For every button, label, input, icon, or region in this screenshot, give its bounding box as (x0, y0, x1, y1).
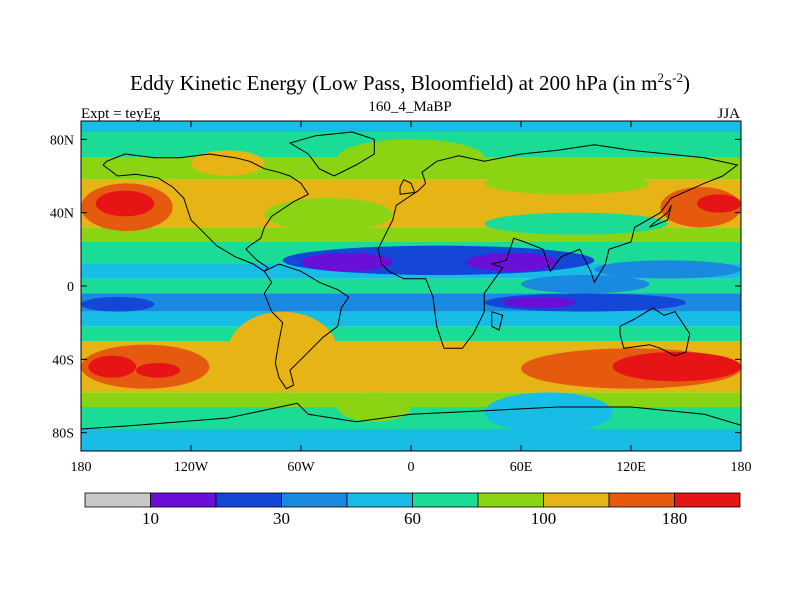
colorbar-label: 100 (531, 509, 557, 528)
japan-coast (648, 205, 672, 228)
contour-blob-22 (136, 363, 180, 378)
colorbar-swatch-1 (150, 492, 217, 508)
contour-band-10 (81, 326, 741, 341)
colorbar-swatch-3 (281, 492, 348, 508)
colorbar-label: 60 (404, 509, 421, 528)
x-tick-label: 180 (731, 460, 752, 475)
contour-blob-11 (466, 252, 558, 272)
contour-blob-1 (95, 190, 155, 217)
colorbar-label: 180 (662, 509, 688, 528)
x-tick-label: 60W (287, 460, 315, 475)
contour-band-12 (81, 392, 741, 407)
colorbar-swatch-6 (477, 492, 544, 508)
contour-band-13 (81, 407, 741, 429)
colorbar-swatch-7 (543, 492, 610, 508)
x-tick-label: 180 (71, 460, 92, 475)
left-string-label: Expt = teyEg (81, 106, 161, 122)
contour-blob-18 (337, 392, 412, 422)
x-tick-label: 120W (174, 460, 209, 475)
x-tick-label: 60E (510, 460, 533, 475)
colorbar-swatch-5 (412, 492, 479, 508)
plot-area (81, 121, 741, 451)
y-tick-label: 40N (50, 207, 74, 222)
contour-blob-17 (227, 311, 338, 393)
colorbar-swatch-0 (84, 492, 151, 508)
chart-title: Eddy Kinetic Energy (Low Pass, Bloomfiel… (130, 70, 690, 95)
contour-fill-layer (81, 121, 741, 451)
colorbar-swatch-2 (215, 492, 282, 508)
contour-blob-7 (484, 172, 650, 195)
south-america-coast (263, 263, 350, 390)
contour-blob-10 (301, 252, 393, 272)
contour-blob-21 (88, 355, 136, 378)
contour-blob-19 (484, 392, 613, 433)
coastline-layer (81, 131, 741, 430)
australia-coast (619, 307, 691, 357)
contour-blob-4 (191, 150, 265, 177)
colorbar-swatch-8 (608, 492, 675, 508)
y-tick-label: 80S (52, 427, 74, 442)
britain-coast (399, 179, 416, 195)
greenland-coast (288, 131, 375, 177)
north-america-coast (102, 153, 310, 272)
y-tick-label: 0 (67, 280, 74, 295)
madagascar-coast (491, 311, 504, 331)
contour-blob-16 (502, 297, 576, 308)
contour-blob-3 (697, 194, 741, 213)
contour-blob-5 (264, 198, 393, 231)
eurasia-africa-coast (377, 144, 739, 349)
contour-band-9 (81, 311, 741, 327)
x-axis: 180 120W 60W 0 60E 120E 180 (71, 121, 752, 475)
contour-blob-14 (81, 297, 155, 312)
contour-blob-24 (612, 352, 741, 382)
antarctica-coast (81, 402, 741, 430)
x-tick-label: 120E (616, 460, 646, 475)
colorbar-label: 30 (273, 509, 290, 528)
colorbar-swatch-9 (674, 492, 741, 508)
y-axis: 80N 40N 0 40S 80S (50, 133, 741, 442)
colorbar-swatch-4 (346, 492, 413, 508)
contour-blob-12 (594, 260, 741, 279)
contour-band-14 (81, 429, 741, 451)
contour-blob-8 (484, 212, 668, 235)
x-tick-label: 0 (408, 460, 415, 475)
y-tick-label: 40S (52, 353, 74, 368)
colorbar: 10 30 60 100 180 (84, 492, 741, 528)
contour-blob-6 (337, 139, 485, 177)
y-tick-label: 80N (50, 133, 74, 148)
colorbar-label: 10 (142, 509, 159, 528)
contour-blob-13 (521, 275, 650, 294)
center-string-label: 160_4_MaBP (368, 99, 451, 115)
right-string-label: JJA (717, 106, 740, 122)
